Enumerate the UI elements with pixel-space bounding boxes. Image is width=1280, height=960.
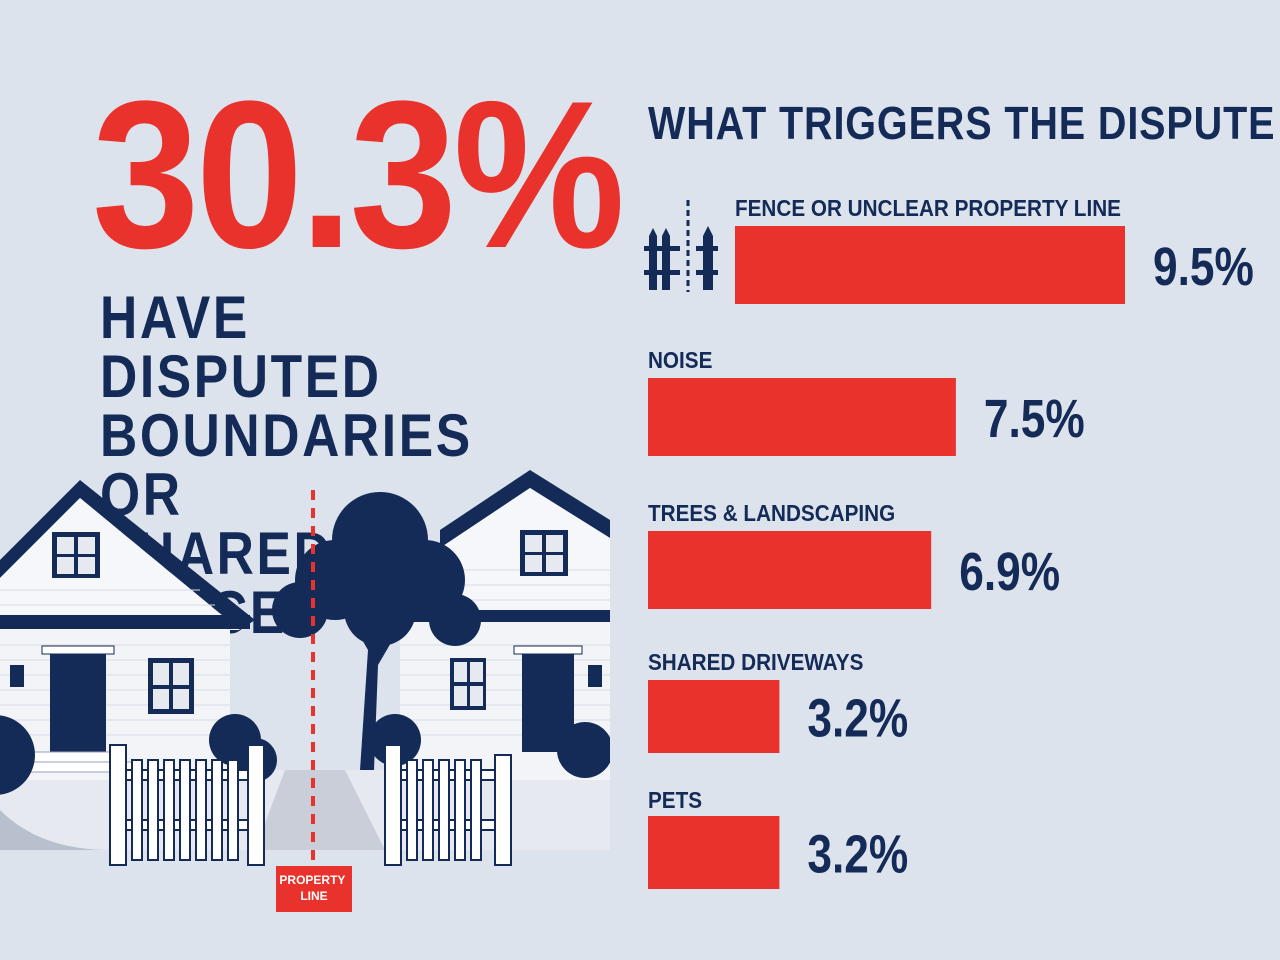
property-line-tag [276,866,352,912]
category-label: TREES & LANDSCAPING [648,500,895,526]
bar [648,680,780,753]
picket-fence-right [384,744,512,866]
value-label: 7.5% [984,389,1085,449]
category-label: FENCE OR UNCLEAR PROPERTY LINE [735,195,1121,221]
fence-icon [644,200,718,292]
headline-statistic: 30.3% [92,57,625,292]
category-label: PETS [648,787,702,813]
category-label: SHARED DRIVEWAYS [648,649,863,675]
value-label: 9.5% [1153,237,1254,297]
value-label: 6.9% [959,542,1060,602]
chart-title: WHAT TRIGGERS THE DISPUTE [648,97,1276,149]
value-label: 3.2% [807,824,908,884]
bar [648,531,932,609]
picket-fence-left [109,744,265,866]
property-line-label: PROPERTY LINE [279,873,348,903]
bar [648,816,780,889]
door [50,652,106,752]
bar [735,226,1125,304]
headline-text: HAVE DISPUTED BOUNDARIES OR SHARED SPACE… [100,284,473,643]
category-label: NOISE [648,347,712,373]
walkway [255,770,385,850]
value-label: 3.2% [807,688,908,748]
neighborhood-illustration: PROPERTY LINE [0,470,610,912]
lawn-edge-left [0,810,110,850]
bar [648,378,956,456]
left-house [0,480,277,795]
